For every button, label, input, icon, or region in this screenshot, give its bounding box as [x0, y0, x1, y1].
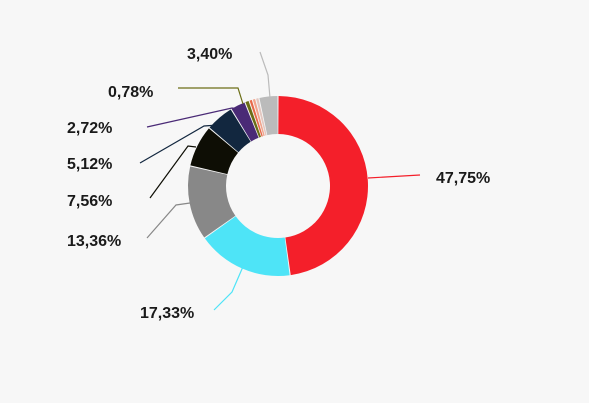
slice-label-3: 7,56%	[67, 193, 112, 210]
slice-label-2: 13,36%	[67, 233, 121, 250]
leader-line-3	[149, 145, 197, 199]
slices-layer	[187, 96, 369, 276]
donut-slice-0	[278, 96, 369, 276]
labels-layer: 47,75% 17,33% 13,36% 7,56% 5,12% 2,72% 0,78% 3,…	[67, 46, 490, 322]
slice-label-10: 3,40%	[187, 46, 232, 63]
leader-line-10	[259, 51, 271, 99]
leader-line-6	[178, 87, 244, 105]
slice-label-1: 17,33%	[140, 305, 194, 322]
donut-slice-7	[249, 99, 263, 137]
leader-line-2	[146, 202, 191, 239]
slice-label-4: 5,12%	[67, 156, 112, 173]
slice-label-0: 47,75%	[436, 170, 490, 187]
donut-slice-8	[252, 98, 265, 137]
donut-slice-6	[245, 100, 261, 138]
donut-slice-9	[256, 98, 267, 136]
leader-line-5	[146, 107, 241, 128]
donut-slice-3	[190, 128, 239, 175]
leader-line-0	[367, 174, 421, 179]
leader-line-4	[139, 124, 219, 164]
donut-slice-1	[204, 216, 290, 276]
donut-slice-2	[187, 166, 236, 238]
donut-slice-5	[231, 102, 259, 142]
leader-line-1	[213, 261, 246, 311]
donut-slice-4	[209, 109, 251, 153]
donut-slice-10	[259, 96, 278, 136]
leader-lines-layer	[139, 51, 421, 311]
slice-label-5: 2,72%	[67, 120, 112, 137]
slice-label-6: 0,78%	[108, 84, 153, 101]
